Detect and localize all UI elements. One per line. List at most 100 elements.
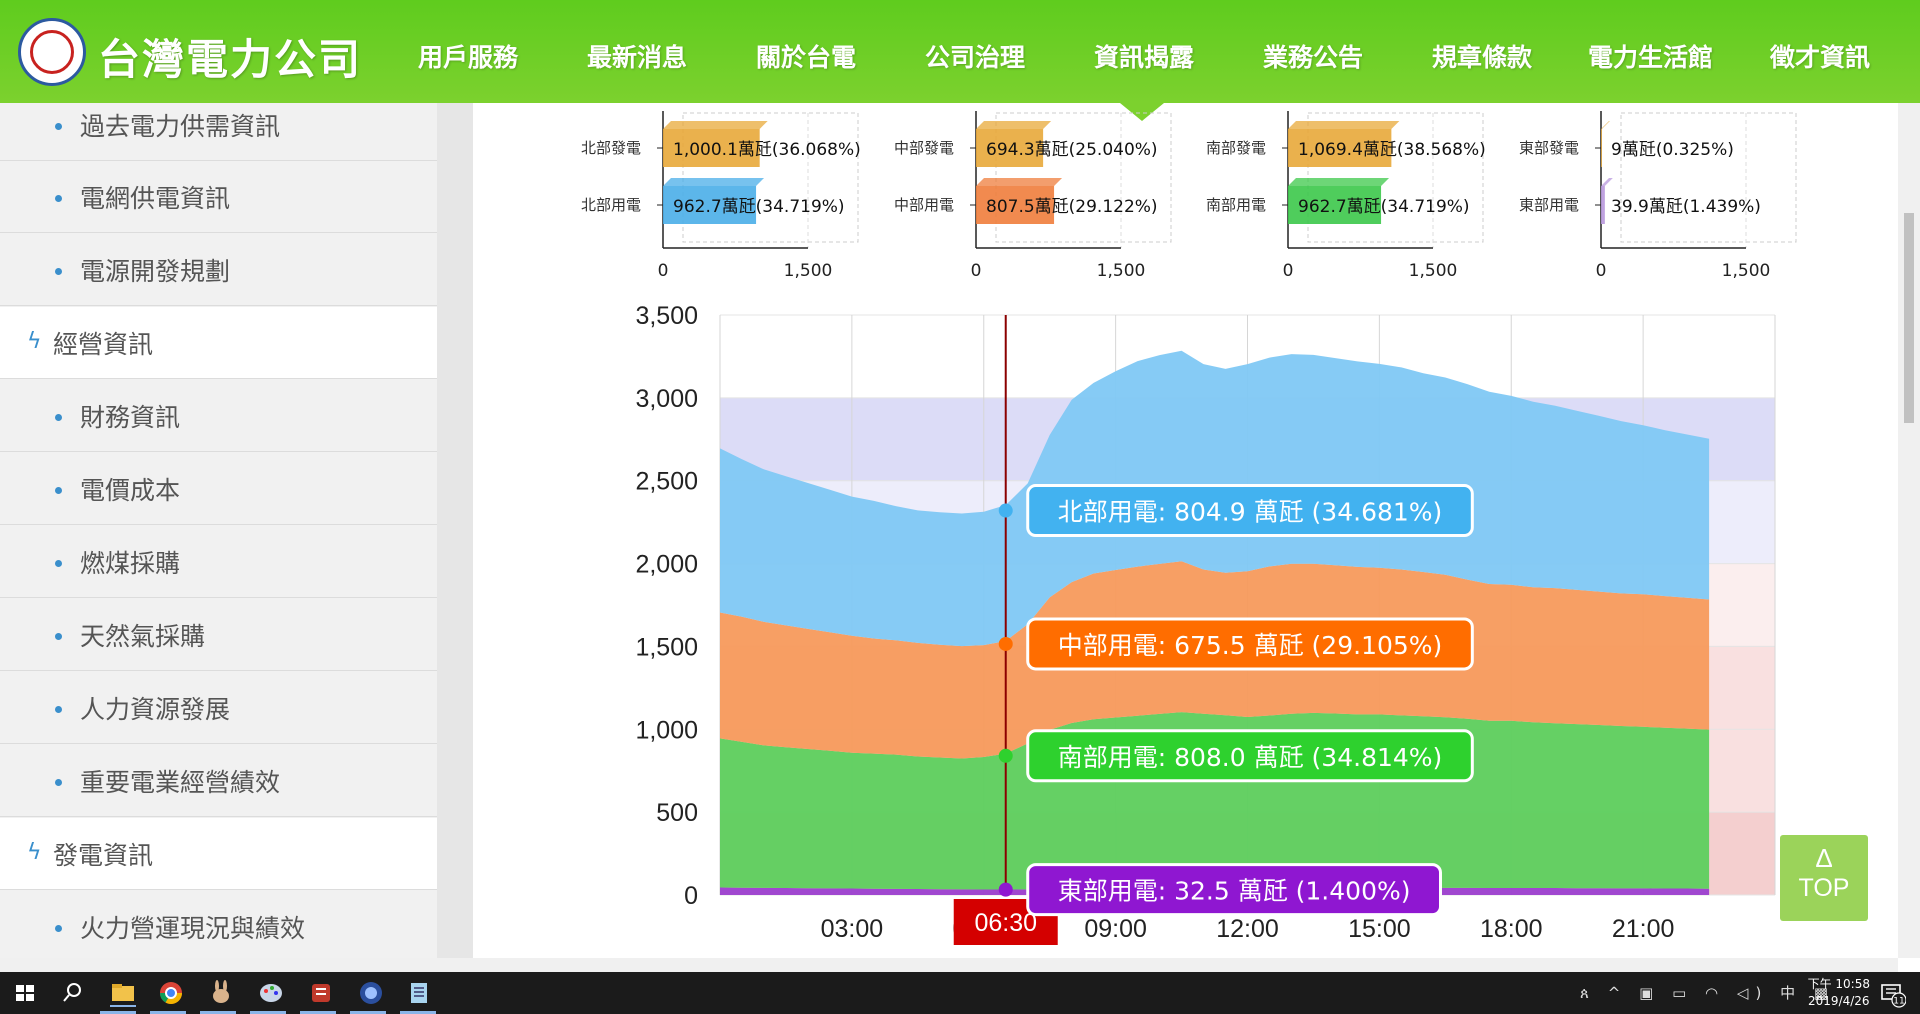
panel-grid-frame xyxy=(995,112,1172,243)
nav-item-announcements[interactable]: 業務公告 xyxy=(1263,43,1364,72)
ime-indicator[interactable]: 中 xyxy=(1780,984,1803,1002)
hover-point[interactable] xyxy=(998,882,1013,897)
sidebar-item-performance[interactable]: 重要電業經營績效 xyxy=(0,745,437,817)
hover-point[interactable] xyxy=(998,503,1013,518)
sidebar-item-label: 火力營運現況與績效 xyxy=(80,914,306,943)
sidebar-item-coal[interactable]: 燃煤採購 xyxy=(0,526,437,598)
tooltip-text: 東部用電: 32.5 萬瓩 (1.400%) xyxy=(1058,877,1411,906)
nav-item-living-hall[interactable]: 電力生活館 xyxy=(1588,43,1714,72)
app-bunny-icon[interactable] xyxy=(206,978,236,1008)
y-tick-label: 2,500 xyxy=(635,468,698,496)
generation-bar[interactable] xyxy=(663,129,760,167)
sidebar-item-thermal[interactable]: 火力營運現況與績效 xyxy=(0,891,437,958)
sidebar-item-label: 過去電力供需資訊 xyxy=(80,112,281,141)
lightning-icon: ϟ xyxy=(27,329,42,354)
horizontal-scrollbar[interactable] xyxy=(0,958,1898,972)
notification-icon[interactable]: 11 xyxy=(1878,980,1906,1008)
vertical-scrollbar[interactable] xyxy=(1898,103,1920,958)
generation-category-label: 南部發電 xyxy=(1206,139,1266,157)
windows-start-icon[interactable] xyxy=(10,978,40,1008)
consumption-bar[interactable] xyxy=(1288,186,1382,224)
sidebar-item-hr[interactable]: 人力資源發展 xyxy=(0,672,437,744)
generation-category-label: 東部發電 xyxy=(1519,139,1579,157)
consumption-category-label: 中部用電 xyxy=(894,196,954,214)
generation-data-label: 1,000.1萬瓩(36.068%) xyxy=(673,140,861,160)
sidebar-item-label: 天然氣採購 xyxy=(80,622,206,651)
bullet-icon xyxy=(55,706,62,713)
tooltip-box xyxy=(1026,863,1442,917)
generation-bar[interactable] xyxy=(976,129,1044,167)
x-tick-label: 15:00 xyxy=(1348,915,1411,943)
scrollbar-thumb[interactable] xyxy=(1904,213,1914,423)
app-red-tool-icon[interactable] xyxy=(306,978,336,1008)
app-paint-icon[interactable] xyxy=(256,978,286,1008)
hover-point[interactable] xyxy=(998,748,1013,763)
nav-item-regulations[interactable]: 規章條款 xyxy=(1432,43,1533,72)
x-tick-label: 21:00 xyxy=(1612,915,1675,943)
nav-item-careers[interactable]: 徵才資訊 xyxy=(1770,43,1871,72)
consumption-data-label: 962.7萬瓩(34.719%) xyxy=(673,197,845,217)
nav-item-about[interactable]: 關於台電 xyxy=(756,43,857,72)
sidebar-item-past-supply[interactable]: 過去電力供需資訊 xyxy=(0,103,437,161)
regional-load-area-chart[interactable]: 0 500 1,000 1,500 2,000 2,500 3,000 3,500 03:00 0… xyxy=(635,302,1776,945)
back-to-top-button[interactable]: Δ TOP xyxy=(1780,835,1868,921)
generation-data-label: 9萬瓩(0.325%) xyxy=(1611,140,1734,160)
bullet-icon xyxy=(55,560,62,567)
bullet-icon xyxy=(55,414,62,421)
active-app-indicator xyxy=(350,1011,386,1014)
generation-data-label: 694.3萬瓩(25.040%) xyxy=(986,140,1158,160)
sidebar-item-label: 人力資源發展 xyxy=(80,695,231,724)
search-icon[interactable] xyxy=(58,978,88,1008)
active-nav-pointer xyxy=(1120,103,1164,121)
nav-item-disclosure[interactable]: 資訊揭露 xyxy=(1094,43,1195,72)
sidebar-item-tariff-cost[interactable]: 電價成本 xyxy=(0,453,437,525)
site-title[interactable]: 台灣電力公司 xyxy=(98,35,363,84)
bullet-icon xyxy=(55,487,62,494)
consumption-bar[interactable] xyxy=(663,186,757,224)
wifi-icon[interactable]: ◠ xyxy=(1705,984,1726,1002)
nav-item-governance[interactable]: 公司治理 xyxy=(925,43,1026,72)
chrome-icon[interactable] xyxy=(156,978,186,1008)
clock[interactable]: 下午 10:58 2019/4/26 xyxy=(1808,976,1870,1010)
panel-x-tick-label: 0 xyxy=(971,261,982,281)
chevron-up-icon[interactable]: ^ xyxy=(1607,984,1628,1002)
sidebar-item-power-development[interactable]: 電源開發規劃 xyxy=(0,234,437,306)
volume-icon[interactable]: ◁) xyxy=(1736,984,1769,1002)
keyboard-icon[interactable]: ▩ xyxy=(1813,984,1836,1002)
hover-point[interactable] xyxy=(998,636,1013,651)
security-icon[interactable]: ▣ xyxy=(1639,984,1661,1002)
generation-category-label: 北部發電 xyxy=(581,139,641,157)
consumption-bar[interactable] xyxy=(976,186,1055,224)
sidebar-section-business[interactable]: ϟ 經營資訊 xyxy=(0,307,437,379)
sidebar-section-generation[interactable]: ϟ 發電資訊 xyxy=(0,818,437,890)
app-notepad-icon[interactable] xyxy=(404,978,434,1008)
sidebar-item-grid-supply[interactable]: 電網供電資訊 xyxy=(0,161,437,233)
windows-taskbar: ጰ ^ ▣ ▭ ◠ ◁) 中 ▩ 下午 10:58 2019/4/26 11 xyxy=(0,972,1920,1014)
notification-count: 11 xyxy=(1893,997,1904,1007)
app-blue-circle-icon[interactable] xyxy=(356,978,386,1008)
battery-icon[interactable]: ▭ xyxy=(1672,984,1694,1002)
nav-item-news[interactable]: 最新消息 xyxy=(587,43,688,72)
system-tray[interactable]: ጰ ^ ▣ ▭ ◠ ◁) 中 ▩ xyxy=(1580,982,1835,1003)
sidebar-item-gas[interactable]: 天然氣採購 xyxy=(0,599,437,671)
generation-bar[interactable] xyxy=(1601,129,1602,167)
file-explorer-icon[interactable] xyxy=(108,978,138,1008)
taipower-logo-icon[interactable] xyxy=(18,18,86,86)
panel-grid-frame xyxy=(1620,112,1797,243)
sidebar-item-label: 財務資訊 xyxy=(80,403,181,432)
people-icon[interactable]: ጰ xyxy=(1580,984,1596,1002)
sidebar-item-finance[interactable]: 財務資訊 xyxy=(0,380,437,452)
crosshair-time-label: 06:30 xyxy=(974,909,1037,937)
sidebar-item-label: 燃煤採購 xyxy=(80,549,181,578)
consumption-bar[interactable] xyxy=(1601,186,1605,224)
clock-date: 2019/4/26 xyxy=(1808,994,1870,1008)
generation-bar-top xyxy=(1601,121,1610,129)
consumption-data-label: 807.5萬瓩(29.122%) xyxy=(986,197,1158,217)
tooltip-text: 南部用電: 808.0 萬瓩 (34.814%) xyxy=(1058,743,1443,772)
y-tick-label: 2,000 xyxy=(635,551,698,579)
tooltip-text: 北部用電: 804.9 萬瓩 (34.681%) xyxy=(1058,498,1443,527)
generation-bar[interactable] xyxy=(1288,129,1392,167)
nav-item-user-service[interactable]: 用戶服務 xyxy=(418,43,519,72)
